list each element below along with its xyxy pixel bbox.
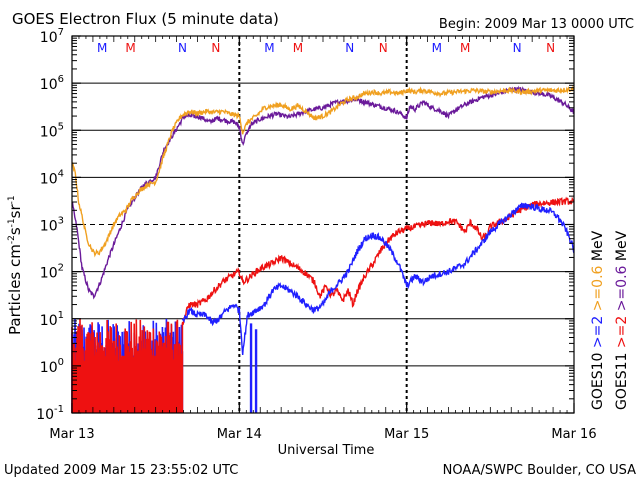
begin-timestamp: Begin: 2009 Mar 13 0000 UTC xyxy=(439,17,634,32)
y-tick-label: 101 xyxy=(40,310,64,329)
y-axis-label: Particles cm-2s-1sr-1 xyxy=(6,195,24,335)
marker-m: M xyxy=(432,41,442,55)
marker-m: M xyxy=(125,41,135,55)
y-tick-label: 104 xyxy=(40,168,64,187)
day-boundary-lines xyxy=(238,36,408,413)
x-tick-label: Mar 15 xyxy=(384,427,429,442)
marker-n: N xyxy=(379,41,388,55)
series-line-g11_low xyxy=(181,196,575,325)
legend-goes11-line: GOES11 >=2 >=0.6 MeV xyxy=(614,230,630,410)
data-series xyxy=(71,85,575,413)
series-line-g10_low xyxy=(181,202,575,355)
y-tick-label: 100 xyxy=(40,357,64,376)
marker-m: M xyxy=(460,41,470,55)
x-tick-label: Mar 13 xyxy=(49,427,94,442)
y-axis-ticks: 10-1 100 101 102 103 104 105 106 107 xyxy=(36,27,574,423)
credit-text: NOAA/SWPC Boulder, CO USA xyxy=(443,463,636,478)
x-axis-label: Universal Time xyxy=(278,443,375,458)
marker-n: N xyxy=(513,41,522,55)
y-tick-label: 106 xyxy=(40,74,64,93)
marker-m: M xyxy=(97,41,107,55)
noise-band xyxy=(71,318,184,414)
x-axis-ticks: Mar 13 Mar 14 Mar 15 Mar 16 xyxy=(49,36,597,442)
marker-n: N xyxy=(345,41,354,55)
noise-band-red xyxy=(71,318,184,414)
x-tick-label: Mar 16 xyxy=(551,427,596,442)
y-tick-label: 10-1 xyxy=(36,404,64,423)
legend-goes10-line: GOES10 >=2 >=0.6 MeV xyxy=(590,230,606,410)
y-tick-label: 107 xyxy=(40,27,64,46)
marker-m: M xyxy=(293,41,303,55)
y-tick-label: 103 xyxy=(40,216,64,235)
y-tick-label: 102 xyxy=(40,263,64,282)
series-line-g10_high xyxy=(71,85,575,258)
marker-n: N xyxy=(178,41,187,55)
marker-n: N xyxy=(211,41,220,55)
marker-m: M xyxy=(264,41,274,55)
y-tick-label: 105 xyxy=(40,121,64,140)
chart-title: GOES Electron Flux (5 minute data) xyxy=(12,10,279,28)
updated-timestamp: Updated 2009 Mar 15 23:55:02 UTC xyxy=(4,463,238,478)
x-tick-label: Mar 14 xyxy=(217,427,262,442)
marker-n: N xyxy=(546,41,555,55)
